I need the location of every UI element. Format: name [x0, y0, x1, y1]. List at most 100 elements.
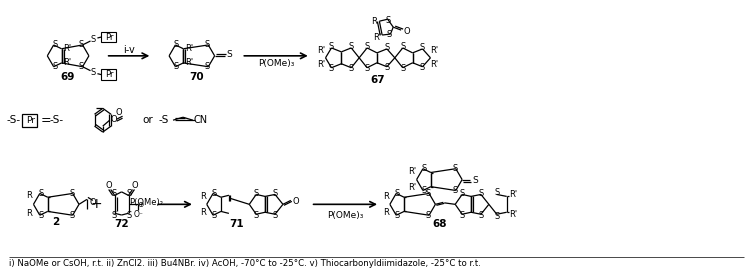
Text: R: R: [26, 191, 32, 200]
Text: O: O: [404, 27, 410, 35]
Text: R': R': [510, 190, 517, 199]
Text: S: S: [400, 64, 405, 73]
Text: S: S: [421, 164, 426, 173]
Text: ⊕: ⊕: [137, 200, 144, 209]
Text: S: S: [212, 211, 217, 220]
Text: S: S: [425, 211, 431, 220]
Text: S: S: [453, 164, 457, 173]
Text: S: S: [212, 189, 217, 198]
Text: O: O: [292, 197, 299, 206]
Text: R: R: [383, 192, 389, 201]
Text: S: S: [69, 189, 75, 198]
Text: R: R: [200, 208, 206, 217]
Text: P(OMe)₃: P(OMe)₃: [258, 59, 294, 68]
Text: P(OMe)₃: P(OMe)₃: [327, 211, 364, 220]
Text: S: S: [385, 16, 390, 25]
Text: R': R': [185, 58, 194, 67]
Text: S: S: [494, 212, 499, 221]
Text: -S: -S: [159, 115, 169, 125]
Text: O: O: [131, 181, 138, 190]
Text: S: S: [174, 40, 179, 50]
Text: +: +: [90, 197, 102, 211]
Text: S: S: [127, 211, 132, 220]
Text: S: S: [111, 189, 116, 198]
Text: S: S: [349, 42, 354, 52]
Text: O: O: [105, 181, 112, 190]
Text: S: S: [227, 50, 233, 59]
Text: R: R: [200, 192, 206, 201]
Text: S: S: [91, 68, 96, 77]
Text: R': R': [185, 44, 194, 53]
Text: O: O: [90, 198, 96, 207]
Text: -S-: -S-: [7, 115, 21, 125]
Text: 67: 67: [370, 75, 386, 84]
Text: O: O: [111, 115, 117, 124]
Text: S: S: [420, 63, 425, 72]
Text: S: S: [384, 63, 389, 72]
Text: R': R': [63, 44, 72, 53]
Text: S: S: [478, 211, 483, 220]
Text: =: =: [41, 114, 52, 127]
Text: i-v: i-v: [123, 45, 136, 55]
Text: R: R: [383, 208, 389, 217]
Text: S: S: [494, 188, 499, 197]
Text: 2: 2: [53, 217, 59, 227]
Text: Pr: Pr: [105, 70, 114, 79]
Text: S: S: [254, 211, 259, 220]
Text: S: S: [400, 42, 405, 52]
Text: S: S: [453, 186, 457, 195]
Text: R': R': [431, 60, 438, 69]
Text: i) NaOMe or CsOH, r.t. ii) ZnCl2. iii) Bu4NBr. iv) AcOH, -70°C to -25°C. v) Thio: i) NaOMe or CsOH, r.t. ii) ZnCl2. iii) B…: [9, 259, 480, 268]
Text: R: R: [371, 17, 377, 26]
Text: S: S: [421, 186, 426, 195]
FancyBboxPatch shape: [101, 69, 116, 80]
Text: S: S: [395, 189, 400, 198]
Text: S: S: [69, 211, 75, 220]
Text: S: S: [478, 189, 483, 198]
Text: S: S: [459, 189, 465, 198]
Text: 70: 70: [190, 72, 204, 82]
Text: S: S: [395, 211, 400, 220]
Text: R: R: [26, 209, 32, 218]
Text: S: S: [459, 211, 465, 220]
Text: S: S: [254, 189, 259, 198]
Text: R': R': [63, 58, 72, 67]
Text: Pr: Pr: [26, 116, 35, 125]
Text: S: S: [349, 64, 354, 73]
Text: S: S: [91, 35, 96, 43]
Text: S: S: [79, 40, 84, 50]
Text: O⁻: O⁻: [133, 210, 143, 219]
FancyBboxPatch shape: [101, 32, 116, 42]
Text: R': R': [318, 46, 325, 55]
Text: S: S: [127, 189, 132, 198]
Text: S: S: [52, 40, 57, 50]
Text: S: S: [205, 62, 210, 71]
Text: R': R': [510, 210, 517, 219]
Text: 72: 72: [114, 219, 129, 229]
Text: R': R': [373, 32, 381, 42]
Text: O: O: [115, 108, 122, 117]
Text: Pr: Pr: [105, 32, 114, 42]
Text: or: or: [142, 115, 153, 125]
Text: R': R': [318, 60, 325, 69]
Text: S: S: [273, 211, 278, 220]
Text: S: S: [425, 189, 431, 198]
Text: R': R': [409, 167, 416, 176]
Text: S: S: [111, 211, 116, 220]
FancyBboxPatch shape: [22, 114, 37, 127]
Text: S: S: [364, 42, 370, 52]
Text: S: S: [329, 42, 334, 52]
Text: S: S: [52, 62, 57, 71]
Text: S: S: [420, 43, 425, 52]
Text: R': R': [409, 183, 416, 192]
Text: 69: 69: [60, 72, 75, 82]
Text: S: S: [384, 43, 389, 52]
Text: S: S: [472, 176, 478, 185]
Text: S: S: [273, 189, 278, 198]
Text: S: S: [79, 62, 84, 71]
Text: R': R': [431, 46, 438, 55]
Text: S: S: [387, 30, 392, 39]
Text: S: S: [174, 62, 179, 71]
Text: -S-: -S-: [49, 115, 63, 125]
Text: S: S: [364, 64, 370, 73]
